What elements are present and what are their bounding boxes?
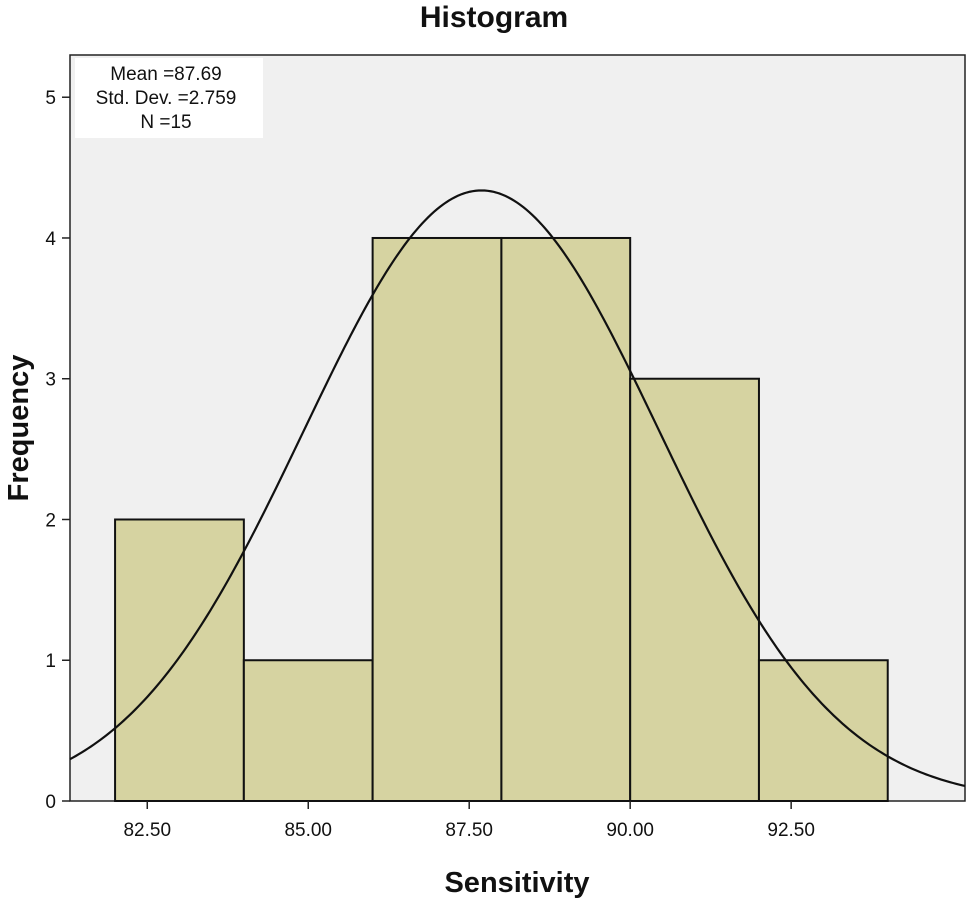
y-tick-label-4: 3: [45, 370, 56, 391]
x-tick-label-3: 87.50: [445, 820, 493, 841]
bars-layer: [114, 236, 889, 803]
x-axis-title: Sensitivity: [444, 867, 589, 899]
stats-std-dev: Std. Dev. =2.759: [96, 88, 237, 109]
y-axis: 0 1 2 3 4 5: [45, 88, 70, 813]
y-tick-label-3: 2: [45, 510, 56, 531]
histogram-bar-5: [629, 377, 760, 802]
x-tick-label-4: 90.00: [606, 820, 654, 841]
histogram-bar-4: [500, 236, 632, 802]
x-tick-label-2: 85.00: [284, 820, 332, 841]
y-tick-label-5: 4: [45, 229, 56, 250]
y-axis-title: Frequency: [3, 355, 35, 502]
stats-mean: Mean =87.69: [110, 64, 221, 85]
x-tick-label-1: 82.50: [123, 820, 171, 841]
stats-box: Mean =87.69 Std. Dev. =2.759 N =15: [75, 58, 263, 138]
stats-n: N =15: [140, 112, 191, 133]
stats-box-background: [75, 58, 263, 138]
histogram-bar-1: [114, 518, 245, 802]
y-tick-label-6: 5: [45, 88, 56, 109]
histogram-bar-6: [757, 659, 889, 803]
normal-curve: [69, 189, 966, 788]
chart-title: Histogram: [420, 1, 568, 34]
x-tick-label-5: 92.50: [767, 820, 815, 841]
histogram-bar-2: [242, 659, 374, 803]
y-tick-label-1: 0: [45, 792, 56, 813]
histogram-bar-3: [371, 236, 503, 802]
x-axis: 82.50 85.00 87.50 90.00 92.50: [123, 801, 815, 841]
y-tick-label-2: 1: [45, 651, 56, 672]
